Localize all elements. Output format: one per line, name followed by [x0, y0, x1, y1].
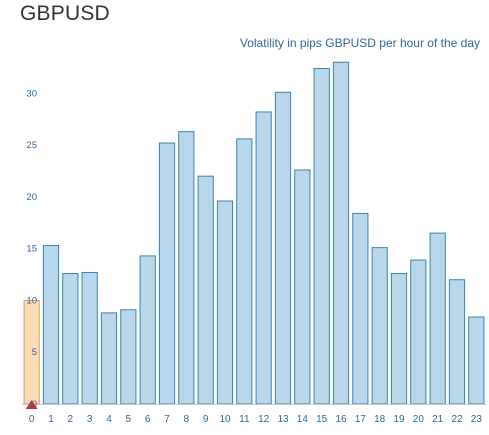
bar-hour-19[interactable] — [390, 273, 408, 405]
bar-hour-2[interactable] — [62, 273, 79, 405]
chart-subtitle: Volatility in pips GBPUSD per hour of th… — [240, 36, 480, 50]
x-tick-label: 11 — [239, 414, 250, 425]
y-tick-label: 30 — [26, 88, 37, 99]
x-tick-label: 6 — [145, 414, 151, 425]
bar-hour-20[interactable] — [410, 259, 427, 405]
bar-hour-9[interactable] — [197, 175, 214, 405]
page-title: GBPUSD — [20, 2, 110, 25]
x-tick-label: 7 — [164, 414, 170, 425]
x-tick-label: 19 — [393, 414, 405, 425]
x-tick-label: 10 — [219, 414, 231, 425]
x-tick-label: 20 — [413, 414, 425, 425]
y-tick-label: 15 — [26, 244, 37, 255]
bar-hour-8[interactable] — [178, 131, 195, 405]
bar-hour-16[interactable] — [332, 61, 350, 405]
x-tick-label: 8 — [184, 414, 190, 425]
bar-hour-6[interactable] — [139, 255, 156, 405]
x-tick-label: 13 — [277, 414, 289, 425]
x-tick-label: 4 — [106, 414, 112, 425]
x-tick-label: 1 — [48, 414, 54, 425]
x-tick-label: 18 — [374, 414, 386, 425]
x-tick-label: 22 — [451, 414, 463, 425]
bar-hour-21[interactable] — [429, 232, 446, 405]
x-tick-label: 2 — [68, 414, 74, 425]
current-hour-marker-icon — [25, 400, 38, 409]
bar-hour-15[interactable] — [313, 67, 330, 405]
x-tick-label: 9 — [203, 414, 209, 425]
x-tick-label: 5 — [126, 414, 132, 425]
bar-hour-11[interactable] — [236, 138, 253, 405]
bar-hour-17[interactable] — [352, 212, 369, 405]
bar-hour-7[interactable] — [158, 142, 176, 405]
y-tick-label: 10 — [26, 295, 37, 306]
x-tick-label: 21 — [432, 414, 444, 425]
bar-hour-12[interactable] — [255, 111, 272, 405]
bar-hour-22[interactable] — [448, 279, 466, 405]
x-tick-label: 23 — [471, 414, 483, 425]
bar-hour-14[interactable] — [294, 169, 311, 405]
x-tick-label: 3 — [87, 414, 93, 425]
bar-hour-5[interactable] — [120, 309, 137, 405]
y-tick-label: 5 — [32, 347, 37, 358]
y-tick-label: 25 — [26, 140, 37, 151]
bar-hour-10[interactable] — [216, 200, 234, 405]
x-tick-label: 17 — [355, 414, 367, 425]
bar-hour-18[interactable] — [371, 247, 388, 405]
bar-hour-23[interactable] — [468, 316, 485, 405]
x-tick-label: 0 — [29, 414, 35, 425]
x-tick-label: 15 — [316, 414, 328, 425]
bar-hour-4[interactable] — [100, 312, 118, 405]
bar-hour-3[interactable] — [81, 271, 98, 405]
x-tick-label: 12 — [258, 414, 270, 425]
x-tick-label: 14 — [297, 414, 309, 425]
y-tick-label: 20 — [26, 192, 37, 203]
bar-hour-13[interactable] — [274, 91, 292, 405]
bar-hour-1[interactable] — [42, 245, 60, 405]
x-tick-label: 16 — [335, 414, 347, 425]
